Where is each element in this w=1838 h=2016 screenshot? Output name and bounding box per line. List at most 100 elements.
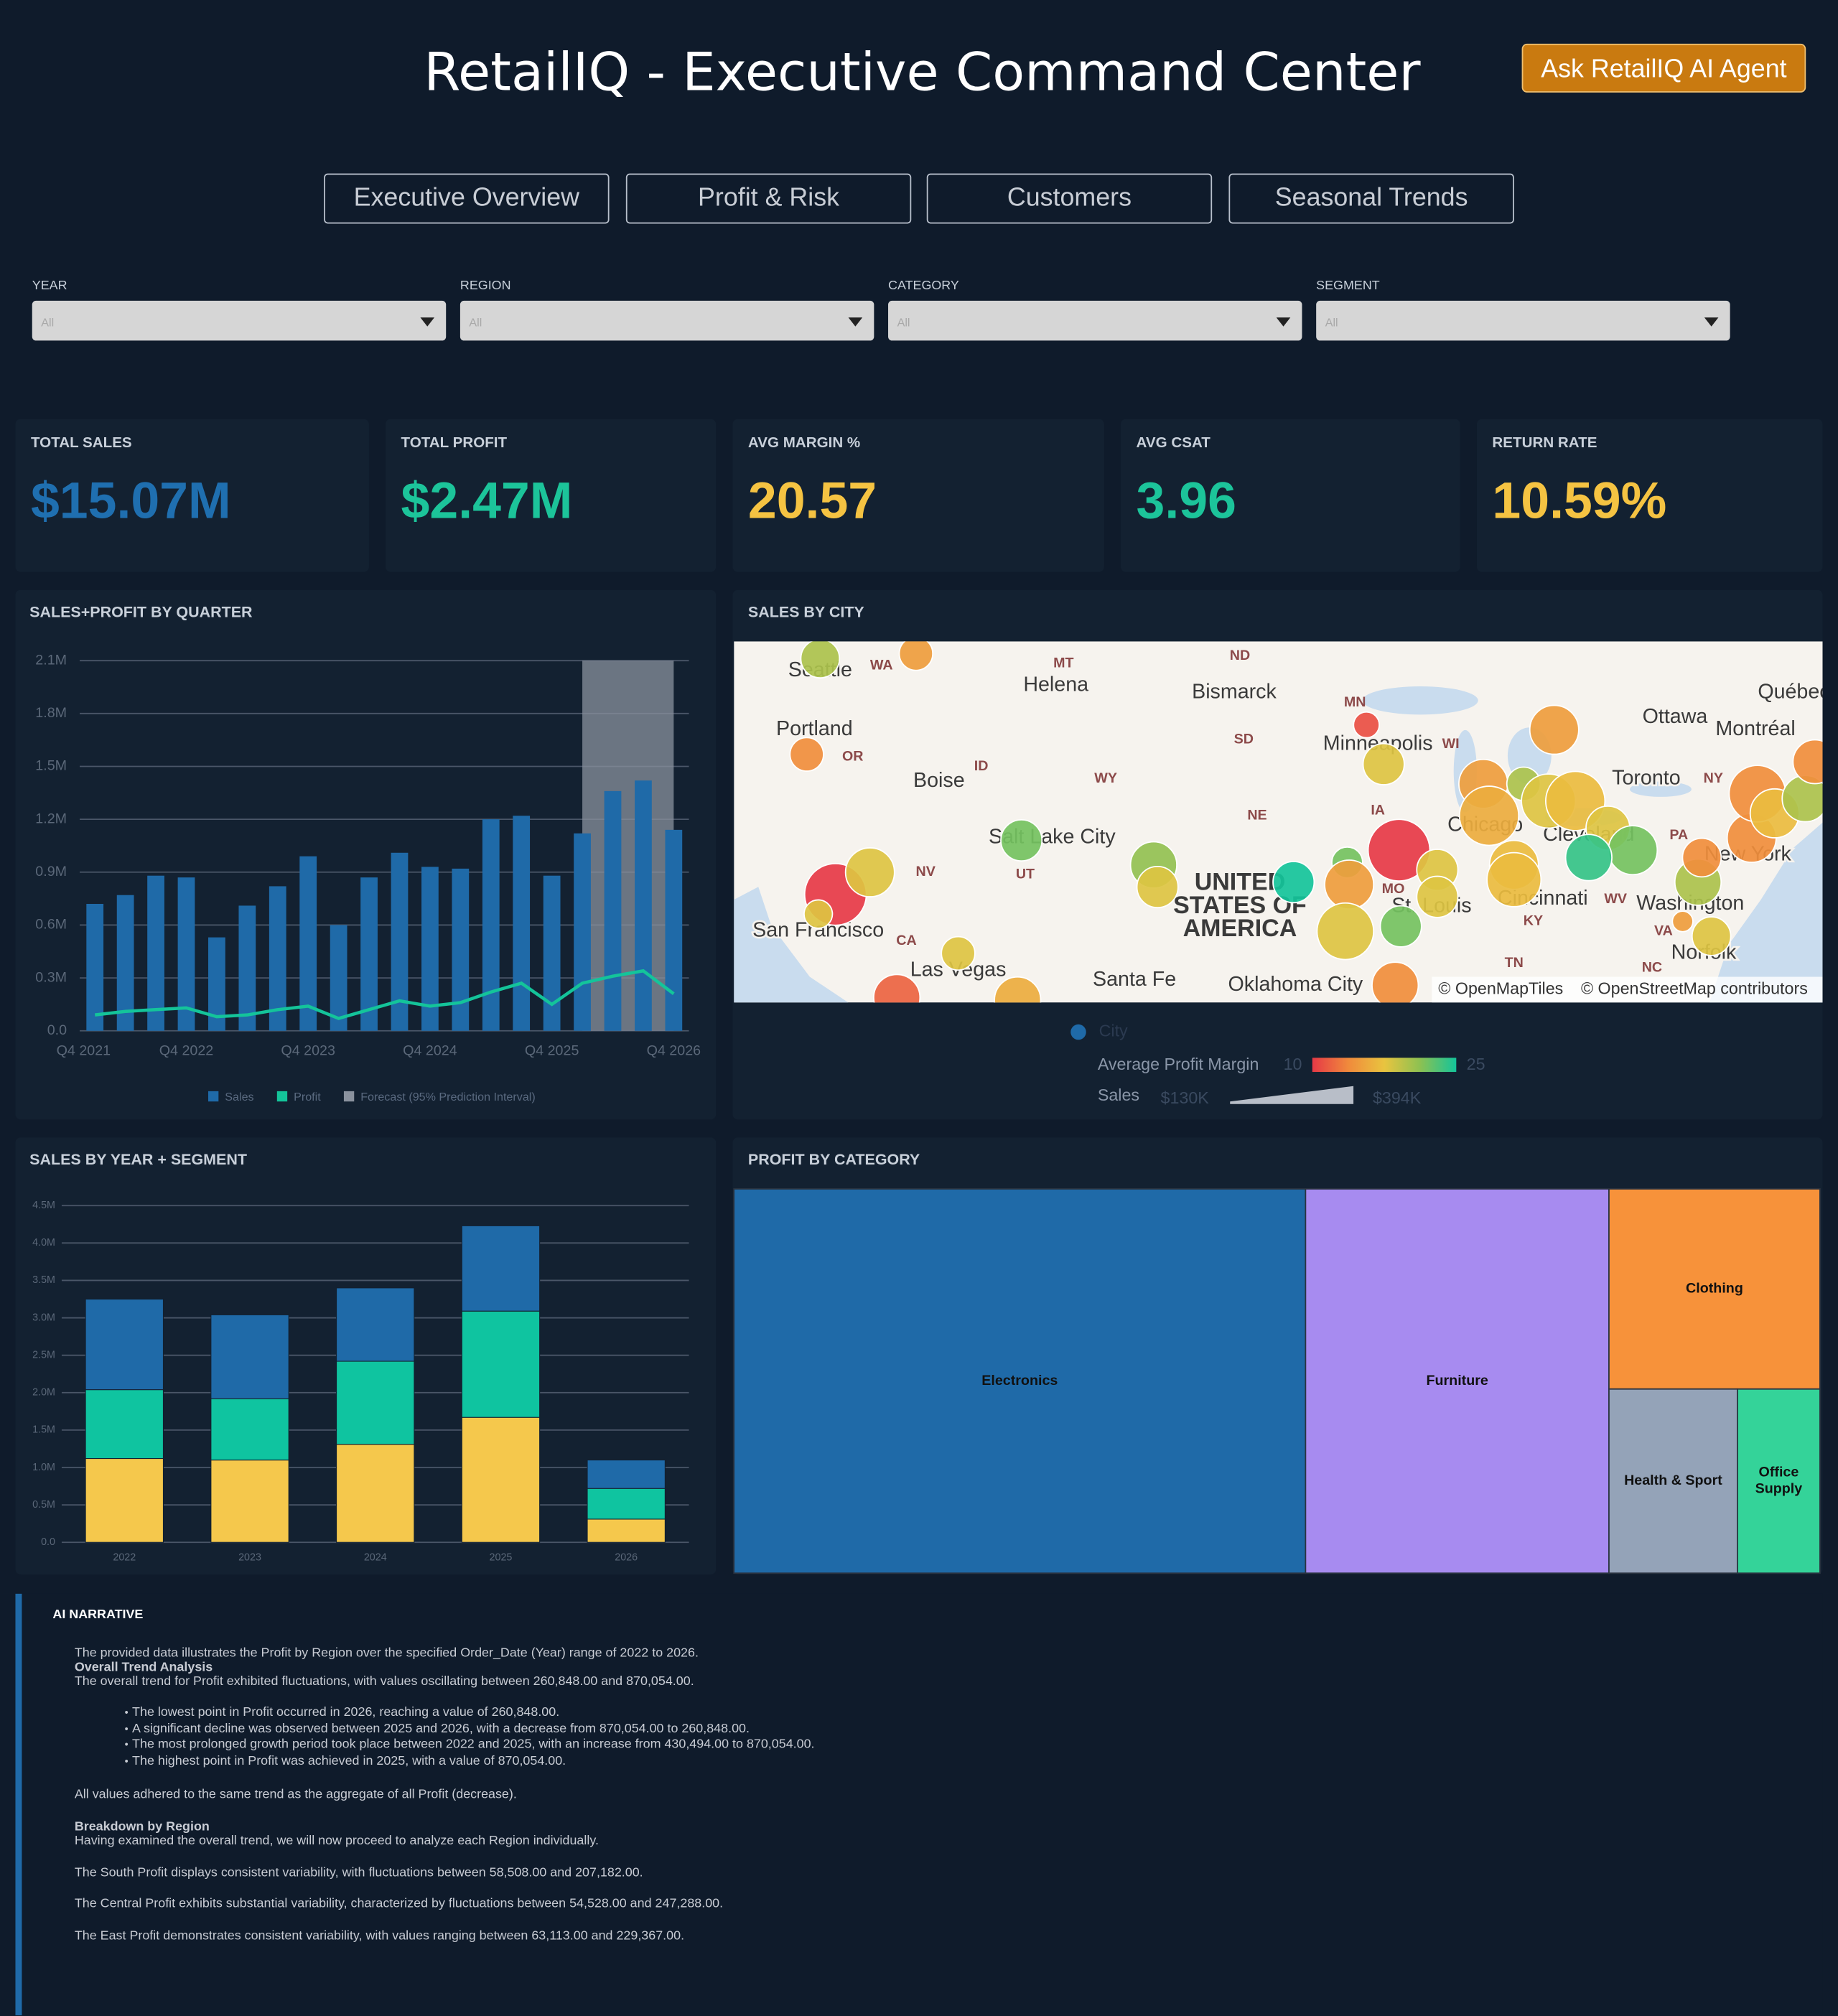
legend-swatch	[208, 1091, 219, 1102]
dropdown-value: All	[469, 316, 482, 330]
kpi-value: 3.96	[1136, 472, 1236, 530]
x-tick-label: Q4 2023	[281, 1043, 335, 1059]
attribution: © OpenMapTiles	[1438, 979, 1563, 998]
bar	[665, 829, 683, 1031]
state-label: ID	[974, 758, 989, 774]
x-tick-label: Q4 2021	[57, 1043, 111, 1059]
state-label: NV	[915, 864, 935, 879]
narrative-bullet: The lowest point in Profit occurred in 2…	[125, 1706, 815, 1722]
bar-segment	[336, 1287, 415, 1362]
y-tick-label: 0.5M	[32, 1499, 55, 1511]
x-tick-label: 2024	[364, 1552, 387, 1564]
narrative-heading: Breakdown by Region	[74, 1819, 210, 1834]
narrative-title: AI NARRATIVE	[52, 1607, 144, 1623]
y-tick-label: 4.0M	[32, 1237, 55, 1249]
state-label: WI	[1442, 736, 1460, 752]
narrative-text: The provided data illustrates the Profit…	[74, 1646, 699, 1661]
dropdown-value: All	[897, 316, 910, 330]
dropdown[interactable]: All	[888, 300, 1302, 341]
city-bubble	[994, 976, 1042, 1003]
ai-agent-button[interactable]: Ask RetailIQ AI Agent	[1521, 43, 1806, 93]
y-tick-label: 1.0M	[32, 1462, 55, 1473]
size-scale	[1230, 1086, 1354, 1104]
state-label: WY	[1094, 770, 1117, 786]
y-tick-label: 1.5M	[35, 758, 67, 774]
narrative-text: All values adhered to the same trend as …	[74, 1788, 517, 1802]
y-tick-label: 0.0	[47, 1022, 67, 1038]
city-bubble	[1691, 916, 1732, 956]
country-label: UNITED STATES OF AMERICA	[1173, 869, 1307, 942]
x-tick-label: Q4 2024	[403, 1043, 457, 1059]
state-label: WA	[870, 658, 893, 673]
dropdown-arrow	[1276, 317, 1291, 327]
tab[interactable]: Seasonal Trends	[1228, 173, 1514, 224]
dropdown[interactable]: All	[1316, 300, 1730, 341]
state-label: NC	[1642, 960, 1662, 976]
bar	[604, 790, 622, 1031]
state-label: MN	[1344, 694, 1366, 710]
state-label: WV	[1604, 891, 1627, 907]
narrative-heading: Overall Trend Analysis	[74, 1660, 213, 1675]
treemap-label: Electronics	[981, 1373, 1058, 1389]
dropdown-arrow	[848, 317, 863, 327]
filter-label: CATEGORY	[888, 279, 959, 294]
color-scale	[1312, 1058, 1457, 1073]
kpi-card: TOTAL SALES $15.07M	[15, 419, 369, 572]
profit-line	[94, 969, 675, 1020]
y-tick-label: 2.0M	[32, 1387, 55, 1399]
legend-label: Forecast (95% Prediction Interval)	[360, 1091, 536, 1103]
dropdown[interactable]: All	[460, 300, 874, 341]
x-tick-label: 2023	[238, 1552, 261, 1564]
kpi-value: $15.07M	[30, 472, 231, 530]
kpi-label: TOTAL PROFIT	[401, 435, 508, 452]
kpi-card: RETURN RATE 10.59%	[1476, 419, 1823, 572]
dropdown-value: All	[41, 316, 55, 330]
kpi-label: RETURN RATE	[1492, 435, 1597, 452]
city-label: Ottawa	[1643, 705, 1708, 728]
city-bubble	[1371, 961, 1419, 1003]
state-label: UT	[1016, 867, 1035, 882]
page-title: RetailIQ - Executive Command Center	[424, 41, 1421, 103]
y-tick-label: 4.5M	[32, 1200, 55, 1211]
bar-segment	[587, 1460, 666, 1489]
bar	[238, 905, 256, 1031]
bar	[208, 937, 225, 1031]
city-label: Montréal	[1715, 717, 1795, 740]
y-tick-label: 2.1M	[35, 652, 67, 668]
y-tick-label: 0.6M	[35, 917, 67, 933]
narrative-bullet: The highest point in Profit was achieved…	[125, 1754, 815, 1770]
city-bubble	[803, 899, 834, 929]
y-tick-label: 1.2M	[35, 811, 67, 826]
bar-segment	[210, 1314, 289, 1399]
tab[interactable]: Customers	[926, 173, 1213, 224]
y-tick-label: 1.5M	[32, 1424, 55, 1436]
bar	[360, 877, 378, 1031]
city-label: Boise	[913, 769, 965, 792]
dropdown[interactable]: All	[32, 300, 447, 341]
city-bubble	[1486, 851, 1542, 907]
panel-title: SALES BY CITY	[748, 604, 864, 621]
attribution-bg	[1432, 976, 1823, 1003]
bar-segment	[210, 1460, 289, 1543]
tab[interactable]: Profit & Risk	[625, 173, 912, 224]
bar	[513, 816, 531, 1031]
city-bubble	[1608, 825, 1659, 876]
city-bubble	[1353, 711, 1380, 739]
bar	[574, 833, 591, 1031]
treemap-cell	[1737, 1388, 1821, 1574]
treemap-cell	[1608, 1388, 1738, 1574]
tab[interactable]: Executive Overview	[324, 173, 610, 224]
y-tick-label: 1.8M	[35, 705, 67, 721]
bar-segment	[461, 1225, 541, 1312]
bar	[147, 875, 164, 1031]
state-label: MT	[1053, 655, 1073, 671]
narrative-bullet: A significant decline was observed betwe…	[125, 1722, 815, 1738]
legend-title: Average Profit Margin	[1098, 1055, 1259, 1073]
legend-tick: $394K	[1373, 1088, 1422, 1107]
dropdown-arrow	[420, 317, 435, 327]
bar	[421, 867, 439, 1031]
bar-segment	[210, 1398, 289, 1461]
legend-title: Sales	[1098, 1086, 1139, 1104]
bar-segment	[336, 1361, 415, 1445]
